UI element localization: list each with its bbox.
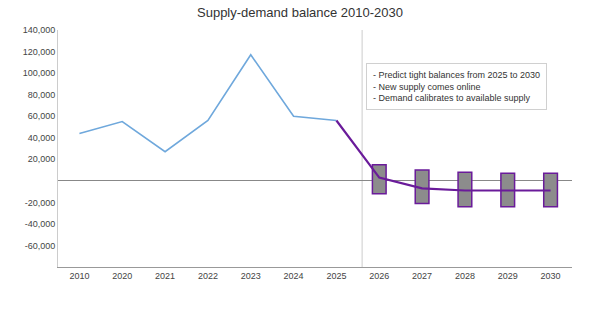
svg-text:2030: 2030 (541, 271, 561, 281)
svg-text:-40,000: -40,000 (25, 219, 56, 229)
svg-text:120,000: 120,000 (23, 47, 56, 57)
svg-text:-60,000: -60,000 (25, 241, 56, 251)
svg-text:2027: 2027 (412, 271, 432, 281)
svg-text:2022: 2022 (198, 271, 218, 281)
svg-text:- Predict tight balances from: - Predict tight balances from 2025 to 20… (373, 70, 540, 103)
svg-text:2020: 2020 (112, 271, 132, 281)
svg-text:-20,000: -20,000 (25, 198, 56, 208)
svg-text:40,000: 40,000 (28, 133, 56, 143)
svg-text:2026: 2026 (369, 271, 389, 281)
svg-text:2024: 2024 (284, 271, 304, 281)
svg-text:2029: 2029 (498, 271, 518, 281)
svg-text:2010: 2010 (69, 271, 89, 281)
svg-text:2021: 2021 (155, 271, 175, 281)
svg-text:2028: 2028 (455, 271, 475, 281)
svg-text:60,000: 60,000 (28, 111, 56, 121)
svg-text:80,000: 80,000 (28, 90, 56, 100)
svg-text:140,000: 140,000 (23, 25, 56, 35)
svg-text:Supply-demand balance 2010-203: Supply-demand balance 2010-2030 (197, 5, 403, 20)
svg-text:2023: 2023 (241, 271, 261, 281)
svg-text:2025: 2025 (326, 271, 346, 281)
svg-text:100,000: 100,000 (23, 68, 56, 78)
svg-text:Source: Fastmarkets 2021: Source: Fastmarkets 2021 (14, 314, 108, 315)
svg-text:20,000: 20,000 (28, 154, 56, 164)
